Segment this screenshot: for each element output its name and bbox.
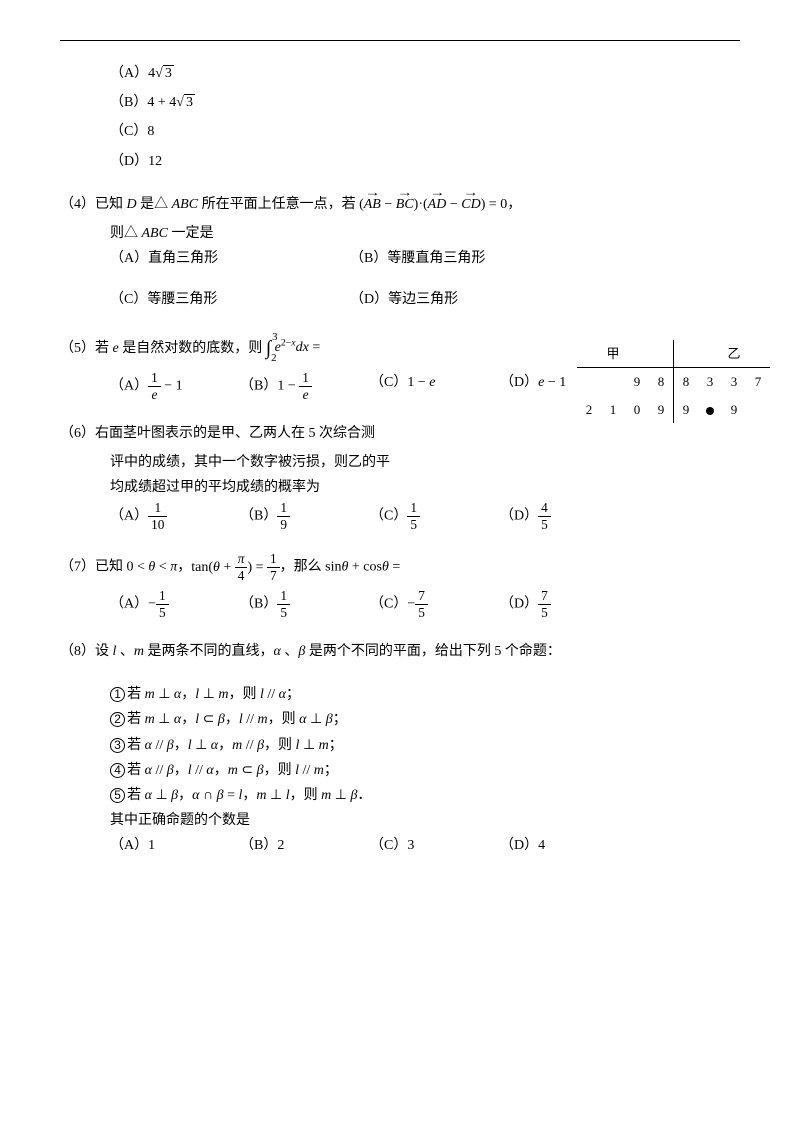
q6-stem-2: 评中的成绩，其中一个数字被污损，则乙的平 [110,450,740,475]
q4-stem-1: （4）已知 D 是△ ABC 所在平面上任意一点，若 (AB − BC)·(AD… [60,192,740,217]
q4-stem-2: 则△ ABC 一定是 [110,221,740,246]
q8-p5: 5若 α ⊥ β，α ∩ β = l，m ⊥ l，则 m ⊥ β． [110,783,740,808]
q3-opt-a: （A）4√3 [110,61,740,86]
sl-r2-l3: 0 [625,396,649,423]
sl-r2-l2: 1 [601,396,625,423]
q6-opt-b: （B）19 [240,500,370,533]
question-4: （4）已知 D 是△ ABC 所在平面上任意一点，若 (AB − BC)·(AD… [60,192,740,313]
sl-r1-r1: 3 [698,368,722,396]
q7-opt-b: （B）15 [240,588,370,621]
q3-opt-c: （C）8 [110,119,740,144]
q8-opt-a: （A）1 [110,833,240,858]
sl-r2-stem-l: 9 [649,396,674,423]
q4-opt-c: （C）等腰三角形 [110,287,350,312]
q5-opt-a: （A）1e − 1 [110,370,240,403]
sl-r2-r1 [698,396,722,423]
q8-tail: 其中正确命题的个数是 [110,808,740,833]
q8-stem: （8）设 l 、m 是两条不同的直线，α 、β 是两个不同的平面，给出下列 5 … [60,639,740,664]
q4-opt-a: （A）直角三角形 [110,246,350,271]
q4-opt-d: （D）等边三角形 [350,287,590,312]
sl-r1-r2: 3 [722,368,746,396]
top-rule [60,40,740,41]
q6-stem-1: （6）右面茎叶图表示的是甲、乙两人在 5 次综合测 [60,421,740,446]
q5-opt-c: （C）1 − e [370,370,500,403]
q6-opt-d: （D）45 [500,500,630,533]
q6-opt-c: （C）15 [370,500,500,533]
question-6: （6）右面茎叶图表示的是甲、乙两人在 5 次综合测 评中的成绩，其中一个数字被污… [60,421,740,533]
sl-r2-l1: 2 [577,396,601,423]
q7-opt-a: （A）−15 [110,588,240,621]
q6-opt-a: （A）110 [110,500,240,533]
sl-r1-stem-l: 8 [649,368,674,396]
q8-opt-d: （D）4 [500,833,630,858]
sl-r1-l1: 9 [625,368,649,396]
q7-stem: （7）已知 0 < θ < π，tan(θ + π4) = 17，那么 sinθ… [60,551,740,584]
q8-opt-c: （C）3 [370,833,500,858]
stemleaf-right-label: 乙 [698,340,770,368]
sl-r1-r3: 7 [746,368,770,396]
stemleaf-left-label: 甲 [577,340,649,368]
sl-r1-stem-r: 8 [674,368,699,396]
q8-p2: 2若 m ⊥ α，l ⊂ β，l // m，则 α ⊥ β； [110,707,740,732]
q7-opt-c: （C）−75 [370,588,500,621]
q3-opt-d: （D）12 [110,149,740,174]
q6-stem-3: 均成绩超过甲的平均成绩的概率为 [110,475,740,500]
q3-opt-b: （B）4 + 4√3 [110,90,740,115]
q8-opt-b: （B）2 [240,833,370,858]
q4-opt-b: （B）等腰直角三角形 [350,246,590,271]
question-3-options: （A）4√3 （B）4 + 4√3 （C）8 （D）12 [60,61,740,174]
stem-leaf-plot: 甲 乙 9 8 8 3 3 7 2 1 0 9 9 9 [577,340,770,423]
sl-r2-stem-r: 9 [674,396,699,423]
sl-r2-r2: 9 [722,396,746,423]
smudge-dot [706,407,714,415]
q5-opt-b: （B）1 − 1e [240,370,370,403]
q8-p4: 4若 α // β，l // α，m ⊂ β，则 l // m； [110,758,740,783]
question-8: （8）设 l 、m 是两条不同的直线，α 、β 是两个不同的平面，给出下列 5 … [60,639,740,859]
question-7: （7）已知 0 < θ < π，tan(θ + π4) = 17，那么 sinθ… [60,551,740,621]
q8-p1: 1若 m ⊥ α，l ⊥ m，则 l // α； [110,682,740,707]
q7-opt-d: （D）75 [500,588,630,621]
q8-p3: 3若 α // β，l ⊥ α，m // β，则 l ⊥ m； [110,733,740,758]
